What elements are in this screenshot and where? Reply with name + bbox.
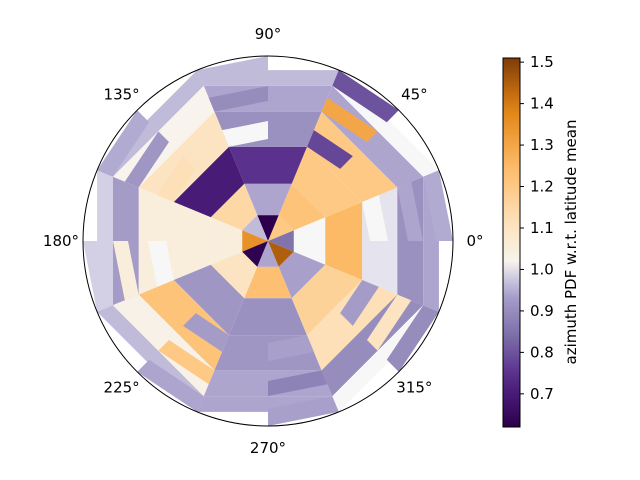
band-band-b-sector-3 [124,131,170,188]
band-band-b-sector-5 [158,339,215,385]
wedge-ring-3-sector-1 [291,146,363,218]
band-band-c-sector-3 [97,110,150,177]
wedge-ring-3-sector-3 [173,146,245,218]
band-band-a-sector-6 [268,335,314,361]
band-band-b-sector-4 [113,241,139,301]
wedge-ring-1-sector-1 [268,215,294,241]
wedge-ring-2-sector-4 [210,217,243,265]
wedge-ring-3-sector-6 [228,298,308,336]
colorbar-tick-label-2: 0.9 [530,302,554,320]
band-band-a-sector-0 [362,195,388,241]
angle-tick-1: 45° [401,86,428,104]
wedge-ring-2-sector-3 [210,183,258,231]
colorbar-tick-label-3: 1.0 [530,260,554,278]
wedge-ring-2-sector-6 [244,266,292,299]
band-band-b-sector-1 [321,97,378,143]
wedge-ring-2-sector-1 [278,183,326,231]
wedge-ring-3-sector-7 [291,264,363,336]
colorbar-tick-label-6: 1.3 [530,136,554,154]
colorbar-tick-label-4: 1.1 [530,219,554,237]
band-band-a-sector-7 [340,280,379,326]
wedge-ring-3-sector-0 [325,201,363,281]
band-band-b-sector-7 [366,294,412,351]
band-band-b-sector-2 [208,86,268,112]
colorbar-tick-label-7: 1.4 [530,95,554,113]
wedge-ring-1-sector-4 [242,230,268,252]
band-band-a-sector-3 [157,156,196,202]
wedge-ring-2-sector-0 [293,217,326,265]
angle-tick-3: 135° [104,86,140,104]
colorbar-tick-label-0: 0.7 [530,385,554,403]
band-band-c-sector-6 [268,396,339,426]
wedge-ring-1-sector-0 [268,230,294,252]
band-band-c-sector-0 [423,170,453,241]
band-band-c-sector-1 [332,70,399,123]
colorbar-ticks: 0.7 0.8 0.9 1.0 1.1 1.2 1.3 1.4 1.5 [520,53,554,403]
wedge-ring-3-sector-2 [228,146,308,184]
band-band-a-sector-1 [307,130,353,169]
band-band-a-sector-4 [148,241,174,287]
angle-tick-4: 180° [43,232,79,250]
band-band-c-sector-2 [197,56,268,86]
polar-outer-border [82,55,454,427]
angle-tick-7: 315° [396,378,432,396]
band-band-b-sector-6 [268,370,328,396]
angle-tick-0: 0° [466,232,483,250]
angle-tick-labels: 0° 45° 90° 135° 180° 225° 270° 315° [43,25,484,457]
polar-wedges [83,56,453,426]
band-band-a-sector-2 [222,121,268,147]
colorbar [502,57,521,428]
wedge-ring-2-sector-7 [278,251,326,299]
band-band-c-sector-5 [137,359,204,412]
wedge-ring-4-sector-1 [307,111,398,202]
angle-tick-6: 270° [250,439,286,457]
wedge-ring-1-sector-3 [242,215,268,241]
wedge-ring-1-sector-6 [257,241,279,267]
angle-tick-5: 225° [104,378,140,396]
wedge-ring-3-sector-5 [173,264,245,336]
wedge-ring-1-sector-7 [268,241,294,267]
band-band-c-sector-4 [83,241,113,312]
wedge-ring-1-sector-2 [257,215,279,241]
colorbar-tick-label-5: 1.2 [530,178,554,196]
wedge-ring-2-sector-2 [244,183,292,216]
band-band-a-sector-5 [183,313,229,352]
wedge-ring-3-sector-4 [173,201,211,281]
angle-tick-2: 90° [255,25,282,43]
band-band-b-sector-0 [397,181,423,241]
colorbar-label: azimuth PDF w.r.t. latitude mean [562,120,580,365]
colorbar-tick-label-8: 1.5 [530,53,554,71]
wedge-ring-2-sector-5 [210,251,258,299]
wedge-ring-1-sector-5 [242,241,268,267]
colorbar-tick-label-1: 0.8 [530,343,554,361]
band-band-c-sector-7 [386,305,439,372]
